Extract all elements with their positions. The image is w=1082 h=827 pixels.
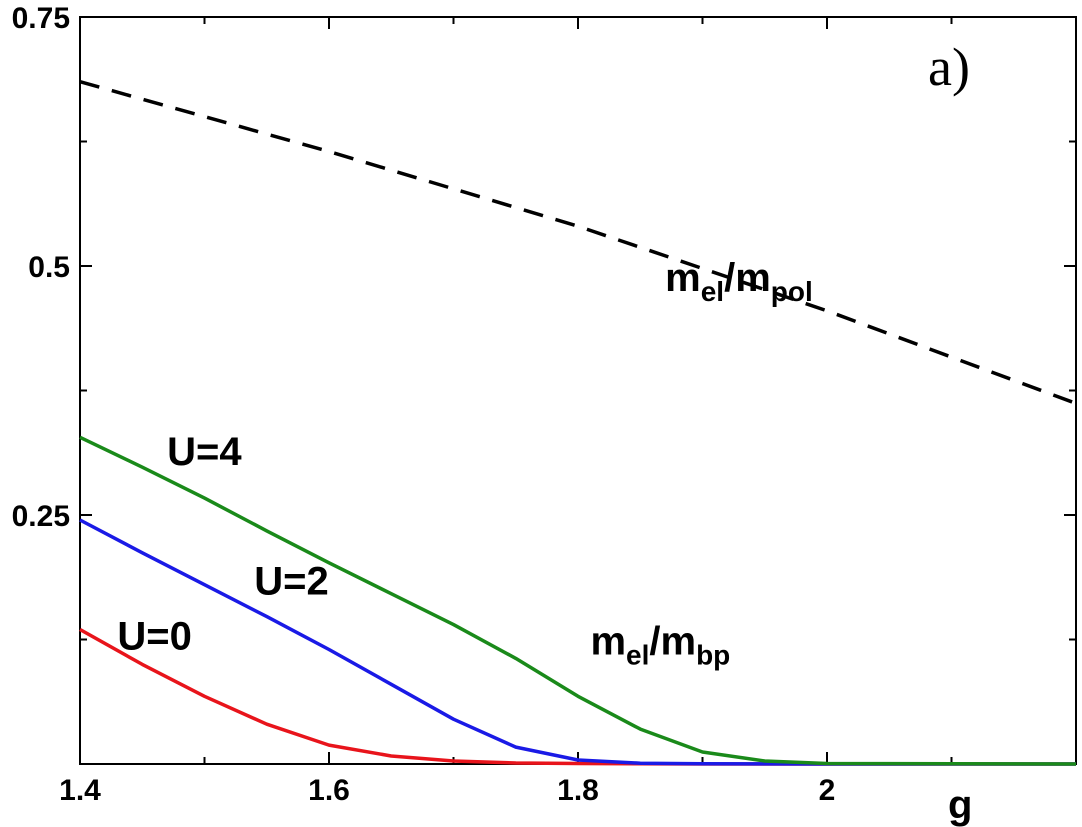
series-line-m-el-m-pol xyxy=(79,80,1077,406)
annotation: U=0 xyxy=(117,614,192,658)
series-line-u-4 xyxy=(79,435,1077,766)
annotation: U=2 xyxy=(254,560,328,604)
annotation: mel/mbp xyxy=(590,619,730,670)
y-tick-label: 0.5 xyxy=(28,251,70,284)
annotation: mel/mpol xyxy=(665,256,813,307)
y-tick-label: 0.75 xyxy=(12,2,70,35)
x-tick-label: 2 xyxy=(819,774,836,807)
x-tick-label: 1.6 xyxy=(308,774,350,807)
annotations: U=4 U=2 U=0 mel/mbp mel/mpol xyxy=(117,256,812,671)
axis-ticks xyxy=(79,16,1077,765)
y-tick-label: 0.25 xyxy=(12,500,70,533)
x-axis-label: g xyxy=(948,783,972,827)
x-tick-label: 1.8 xyxy=(557,774,599,807)
tick-labels: 1.4 1.6 1.8 2 0.25 0.5 0.75 xyxy=(12,2,836,807)
series-line-u-2 xyxy=(79,518,1076,766)
x-tick-label: 1.4 xyxy=(59,774,101,807)
plot-frame xyxy=(79,16,1077,765)
series-lines xyxy=(79,80,1077,766)
annotation: U=4 xyxy=(167,430,242,474)
panel-label: a) xyxy=(928,37,970,97)
